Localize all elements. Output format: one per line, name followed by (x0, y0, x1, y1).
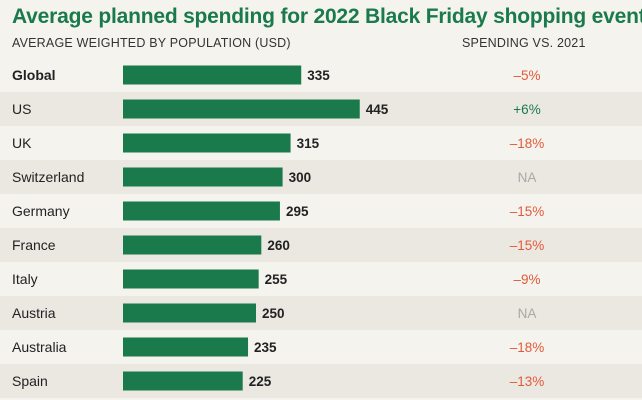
change-label-us: +6% (513, 102, 540, 117)
chart-title: Average planned spending for 2022 Black … (12, 5, 642, 28)
bar-austria (123, 303, 256, 323)
change-label-germany: –15% (510, 204, 545, 219)
category-label-france: France (12, 237, 56, 253)
bar-spain (123, 371, 243, 391)
value-label-australia: 235 (254, 340, 277, 355)
category-label-us: US (12, 101, 31, 117)
value-label-global: 335 (307, 68, 330, 83)
change-column-header: SPENDING VS. 2021 (462, 36, 586, 50)
bar-us (123, 99, 360, 119)
row-stripe (0, 364, 642, 398)
value-label-switzerland: 300 (289, 170, 312, 185)
chart-subtitle: AVERAGE WEIGHTED BY POPULATION (USD) (12, 36, 291, 50)
bar-italy (123, 269, 259, 289)
category-label-germany: Germany (12, 203, 70, 219)
value-label-spain: 225 (249, 374, 272, 389)
value-label-italy: 255 (265, 272, 288, 287)
change-label-australia: –18% (510, 340, 545, 355)
bar-france (123, 235, 262, 255)
value-label-austria: 250 (262, 306, 285, 321)
category-label-austria: Austria (12, 305, 56, 321)
change-label-uk: –18% (510, 136, 545, 151)
change-label-global: –5% (513, 68, 540, 83)
category-label-global: Global (12, 67, 56, 83)
row-stripe (0, 296, 642, 330)
value-label-germany: 295 (286, 204, 309, 219)
change-label-austria: NA (518, 306, 537, 321)
category-label-uk: UK (12, 135, 32, 151)
row-stripe (0, 160, 642, 194)
bar-switzerland (123, 167, 283, 187)
bar-australia (123, 337, 249, 357)
category-label-switzerland: Switzerland (12, 169, 84, 185)
category-label-australia: Australia (12, 339, 67, 355)
category-label-italy: Italy (12, 271, 38, 287)
value-label-france: 260 (267, 238, 290, 253)
row-stripe (0, 228, 642, 262)
bar-uk (123, 133, 291, 153)
change-label-switzerland: NA (518, 170, 537, 185)
bar-germany (123, 201, 280, 221)
change-label-spain: –13% (510, 374, 545, 389)
value-label-us: 445 (366, 102, 389, 117)
change-label-france: –15% (510, 238, 545, 253)
change-label-italy: –9% (513, 272, 540, 287)
category-label-spain: Spain (12, 373, 48, 389)
bar-global (123, 65, 302, 85)
value-label-uk: 315 (297, 136, 320, 151)
